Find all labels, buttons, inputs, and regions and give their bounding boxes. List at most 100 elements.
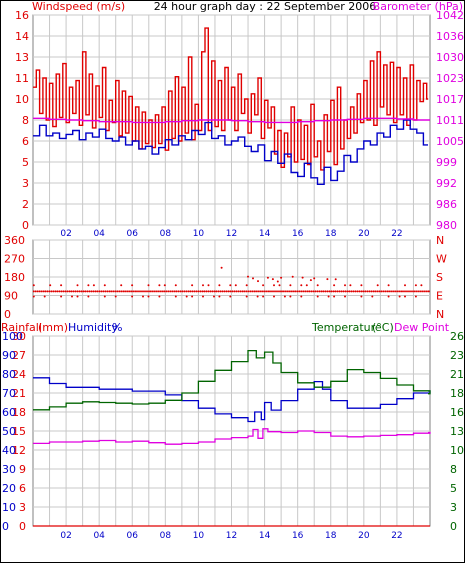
- direction-point: [280, 276, 283, 279]
- rainfall-label: Rainfall: [1, 321, 42, 334]
- direction-point: [400, 290, 403, 293]
- direction-point: [94, 290, 97, 293]
- rainfall-tick-label: 6: [19, 482, 26, 495]
- climate-x-axis: 02 04 06 08 10 12 14 16 18 20 22: [60, 531, 402, 541]
- direction-point: [376, 290, 379, 293]
- humidity-label: Humidity: [68, 321, 118, 334]
- direction-point: [346, 290, 349, 293]
- direction-point: [202, 295, 204, 298]
- direction-point: [158, 295, 161, 298]
- temperature-tick-label: 21: [450, 368, 464, 381]
- direction-point: [334, 278, 337, 281]
- temperature-tick-label: 23: [450, 349, 464, 362]
- direction-point: [108, 290, 111, 293]
- direction-point: [90, 290, 93, 293]
- windspeed-tick-label: 13: [15, 51, 29, 64]
- direction-point: [219, 290, 222, 293]
- direction-point: [167, 290, 170, 293]
- windspeed-tick-label: 11: [15, 72, 29, 85]
- hour-tick-label: 02: [60, 229, 71, 239]
- direction-point: [68, 290, 71, 293]
- direction-point: [174, 284, 177, 287]
- windspeed-axis: 0 2 3 5 6 8 10 11 13 14 16: [15, 9, 29, 232]
- direction-point: [249, 290, 252, 293]
- direction-point: [366, 290, 369, 293]
- direction-point: [229, 284, 232, 287]
- direction-point: [290, 290, 293, 293]
- direction-point: [380, 290, 383, 293]
- direction-point: [179, 290, 182, 293]
- windspeed-tick-label: 8: [22, 114, 29, 127]
- direction-point: [229, 290, 232, 293]
- direction-point: [289, 295, 292, 298]
- barometer-tick-label: 1023: [436, 72, 464, 85]
- direction-point: [124, 290, 127, 293]
- direction-point: [211, 290, 214, 293]
- direction-point: [371, 295, 374, 298]
- direction-point: [302, 290, 305, 293]
- direction-point: [185, 290, 188, 293]
- direction-point: [420, 284, 423, 287]
- windspeed-tick-label: 5: [22, 156, 29, 169]
- hour-tick-label: 12: [226, 229, 237, 239]
- temperature-tick-label: 3: [450, 501, 457, 514]
- direction-point: [84, 290, 87, 293]
- wind-x-axis: 02 04 06 08 10 12 14 16 18 20 22: [60, 229, 402, 239]
- direction-point: [92, 284, 95, 287]
- direction-point: [364, 290, 367, 293]
- direction-point: [213, 290, 216, 293]
- direction-point: [408, 290, 410, 293]
- direction-point: [62, 290, 65, 293]
- hour-tick-label: 06: [127, 229, 139, 239]
- direction-point: [279, 290, 281, 293]
- rainfall-tick-label: 0: [19, 520, 26, 533]
- direction-point: [134, 290, 137, 293]
- direction-point: [169, 290, 172, 293]
- direction-point: [217, 290, 220, 293]
- direction-point: [183, 290, 186, 293]
- temperature-unit-label: (°C): [372, 321, 394, 334]
- direction-point: [406, 290, 408, 293]
- rainfall-tick-label: 27: [12, 349, 26, 362]
- hour-tick-label: 12: [226, 531, 237, 541]
- direction-point: [370, 290, 373, 293]
- hour-tick-label: 04: [93, 531, 105, 541]
- rainfall-tick-label: 15: [12, 425, 26, 438]
- direction-point: [197, 290, 200, 293]
- direction-point: [358, 290, 361, 293]
- direction-point: [96, 290, 99, 293]
- direction-point: [374, 290, 377, 293]
- direction-point: [245, 284, 248, 287]
- hour-tick-label: 10: [193, 229, 205, 239]
- direction-point: [165, 290, 168, 293]
- direction-point: [233, 290, 236, 293]
- barometer-tick-label: 1005: [436, 135, 464, 148]
- direction-point: [149, 290, 152, 293]
- direction-point: [151, 290, 154, 293]
- hour-tick-label: 22: [391, 229, 402, 239]
- direction-degree-tick-label: 0: [4, 308, 11, 321]
- hour-tick-label: 20: [358, 229, 370, 239]
- direction-point: [360, 290, 363, 293]
- direction-point: [126, 290, 129, 293]
- direction-point: [266, 276, 269, 279]
- direction-point: [187, 290, 190, 293]
- direction-point: [398, 295, 401, 298]
- direction-point: [60, 290, 63, 293]
- direction-point: [253, 290, 256, 293]
- direction-point: [74, 290, 77, 293]
- barometer-tick-label: 1030: [436, 51, 464, 64]
- direction-point: [98, 290, 101, 293]
- rainfall-tick-label: 3: [19, 501, 26, 514]
- direction-point: [386, 290, 389, 293]
- direction-point: [269, 290, 271, 293]
- direction-point: [49, 284, 52, 287]
- rainfall-tick-label: 18: [12, 406, 26, 419]
- direction-point: [243, 290, 246, 293]
- direction-point: [259, 290, 262, 293]
- direction-point: [344, 290, 347, 293]
- windspeed-tick-label: 10: [15, 93, 29, 106]
- direction-point: [60, 295, 63, 298]
